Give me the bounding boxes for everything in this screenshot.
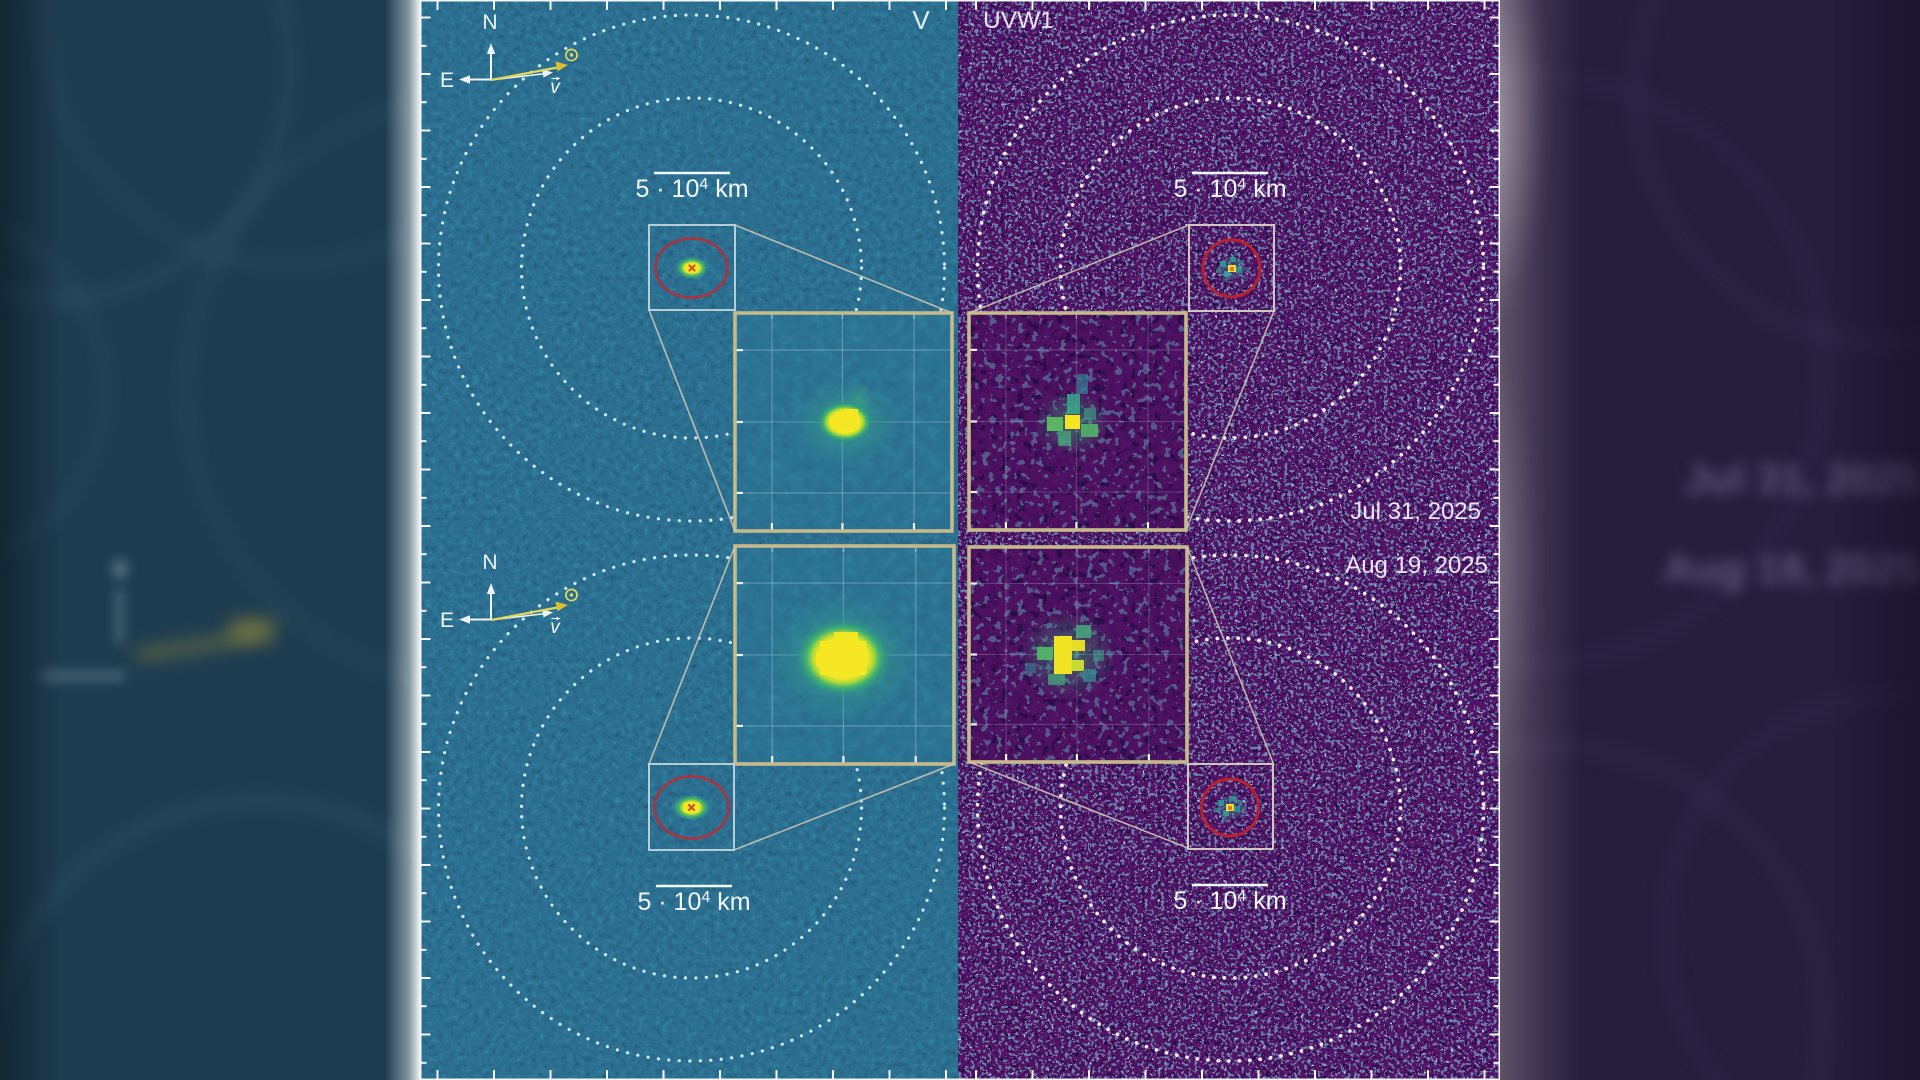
svg-text:5 · 104 km: 5 · 10 4 km (1173, 887, 1286, 915)
svg-text:UVW1: UVW1 (983, 7, 1054, 34)
svg-text:V: V (912, 5, 930, 35)
svg-text:E: E (440, 609, 454, 632)
svg-text:5 · 104 km: 5 · 10 4 km (1173, 175, 1286, 203)
svg-text:Jul 31, 2025: Jul 31, 2025 (1350, 498, 1481, 525)
svg-text:Aug 19, 2025: Aug 19, 2025 (1345, 552, 1488, 579)
svg-text:5 · 104 km: 5 · 10 4 km (637, 888, 750, 916)
svg-text:N: N (482, 551, 497, 574)
svg-text:N: N (482, 11, 497, 34)
svg-text:5 · 104 km: 5 · 10 4 km (635, 175, 748, 203)
svg-text:v: v (550, 617, 561, 638)
svg-text:E: E (440, 69, 454, 92)
svg-text:v: v (550, 77, 561, 98)
